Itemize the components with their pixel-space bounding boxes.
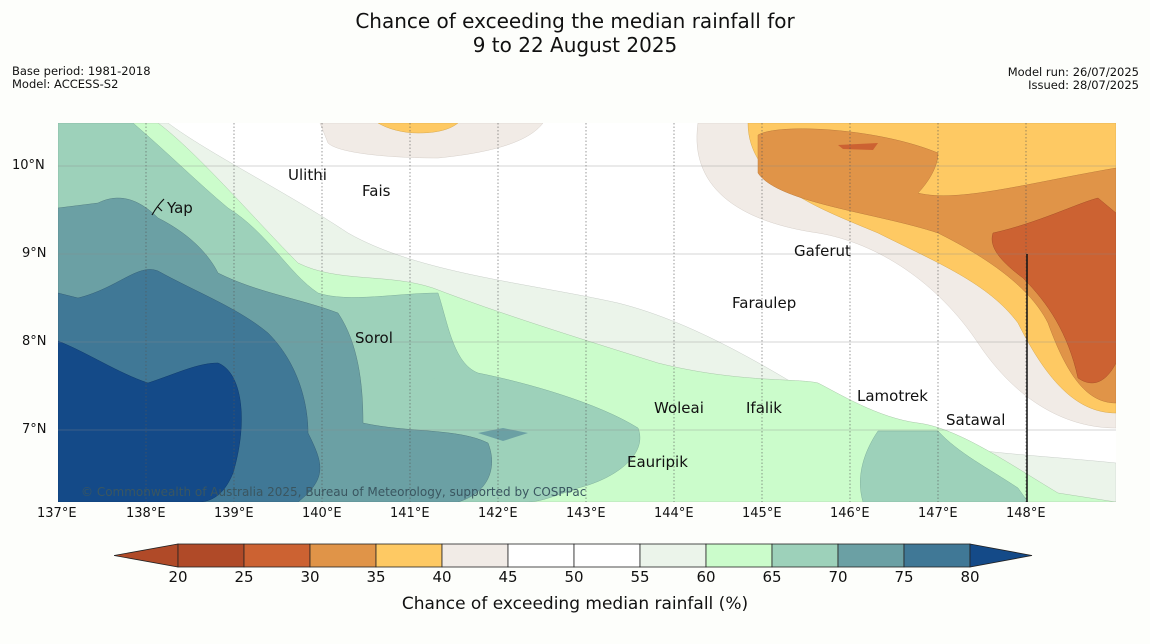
place-faraulep: Faraulep [732,294,797,312]
title-line-2: 9 to 22 August 2025 [472,33,678,57]
lat-tick: 10°N [12,158,45,173]
lon-tick: 137°E [37,506,77,521]
colorbar-tick-label: 55 [630,568,650,586]
colorbar-tick-label: 65 [762,568,782,586]
lon-tick: 148°E [1006,506,1046,521]
lon-tick: 146°E [830,506,870,521]
band-35-40-north [377,123,459,134]
place-woleai: Woleai [654,399,704,417]
colorbar-segment [903,543,971,568]
lat-tick: 7°N [22,422,47,437]
small-patch-mint [428,378,440,388]
band-30-35-ne [757,128,1116,404]
meta-right: Model run: 26/07/2025 Issued: 28/07/2025 [1008,66,1139,92]
lat-tick: 9°N [22,246,47,261]
lon-tick: 139°E [214,506,254,521]
parallels [58,165,1116,431]
colorbar-title: Chance of exceeding median rainfall (%) [401,594,749,614]
colorbar-segment [705,543,773,568]
colorbar-tick-label: 35 [366,568,386,586]
colorbar-tick-label: 20 [168,568,188,586]
colorbar-segment [375,543,443,568]
lat-tick: 8°N [22,334,47,349]
place-ulithi: Ulithi [288,166,327,184]
base-period: Base period: 1981-2018 [12,64,151,78]
model-name: Model: ACCESS-S2 [12,77,119,91]
colorbar-tick-label: 70 [828,568,848,586]
place-sorol: Sorol [355,329,393,347]
colorbar-tick-label: 75 [894,568,914,586]
colorbar-tick-label: 25 [234,568,254,586]
title-line-1: Chance of exceeding the median rainfall … [355,9,795,33]
graticule [145,123,1027,502]
map-title: Chance of exceeding the median rainfall … [0,9,1150,57]
band-over-80 [58,340,242,502]
colorbar-segment [771,543,839,568]
band-40-45-north [319,123,544,159]
model-run: Model run: 26/07/2025 [1007,65,1139,79]
colorbar-tick-label: 45 [498,568,518,586]
colorbar-segment [441,543,509,568]
colorbar-segments [114,543,1033,568]
place-ifalik: Ifalik [746,399,782,417]
colorbar-segment [309,543,377,568]
lon-tick: 144°E [654,506,694,521]
colorbar-tick-label: 30 [300,568,320,586]
colorbar-tick-label: 80 [960,568,980,586]
lon-tick: 147°E [918,506,958,521]
colorbar-tick-label: 60 [696,568,716,586]
band-25-30-small [838,143,878,150]
lon-tick: 138°E [126,506,166,521]
place-yap: Yap [167,199,193,217]
colorbar-segment [243,543,311,568]
lon-tick: 140°E [302,506,342,521]
lon-tick: 145°E [742,506,782,521]
colorbar-extend-low [114,543,179,568]
colorbar-extend-high [969,543,1033,568]
place-satawal: Satawal [946,411,1006,429]
meta-left: Base period: 1981-2018 Model: ACCESS-S2 [12,65,151,91]
colorbar-segment [639,543,707,568]
yap-island-marker [151,198,165,216]
colorbar-tick-label: 40 [432,568,452,586]
colorbar-segment [507,543,575,568]
colorbar-segment [837,543,905,568]
lon-tick: 143°E [566,506,606,521]
copyright-notice: © Commonwealth of Australia 2025, Bureau… [81,485,587,499]
colorbar [114,543,1033,568]
place-lamotrek: Lamotrek [857,387,928,405]
place-gaferut: Gaferut [794,242,851,260]
lon-tick: 141°E [390,506,430,521]
place-fais: Fais [362,182,391,200]
lon-tick: 142°E [478,506,518,521]
rainfall-map [58,123,1116,502]
place-eauripik: Eauripik [627,453,688,471]
band-25-30-ne [991,197,1116,384]
band-65-70-east [860,430,1029,502]
colorbar-segment [177,543,245,568]
issued-date: Issued: 28/07/2025 [1028,78,1139,92]
small-patch-teal [478,428,528,441]
colorbar-tick-label: 50 [564,568,584,586]
colorbar-segment [573,543,641,568]
